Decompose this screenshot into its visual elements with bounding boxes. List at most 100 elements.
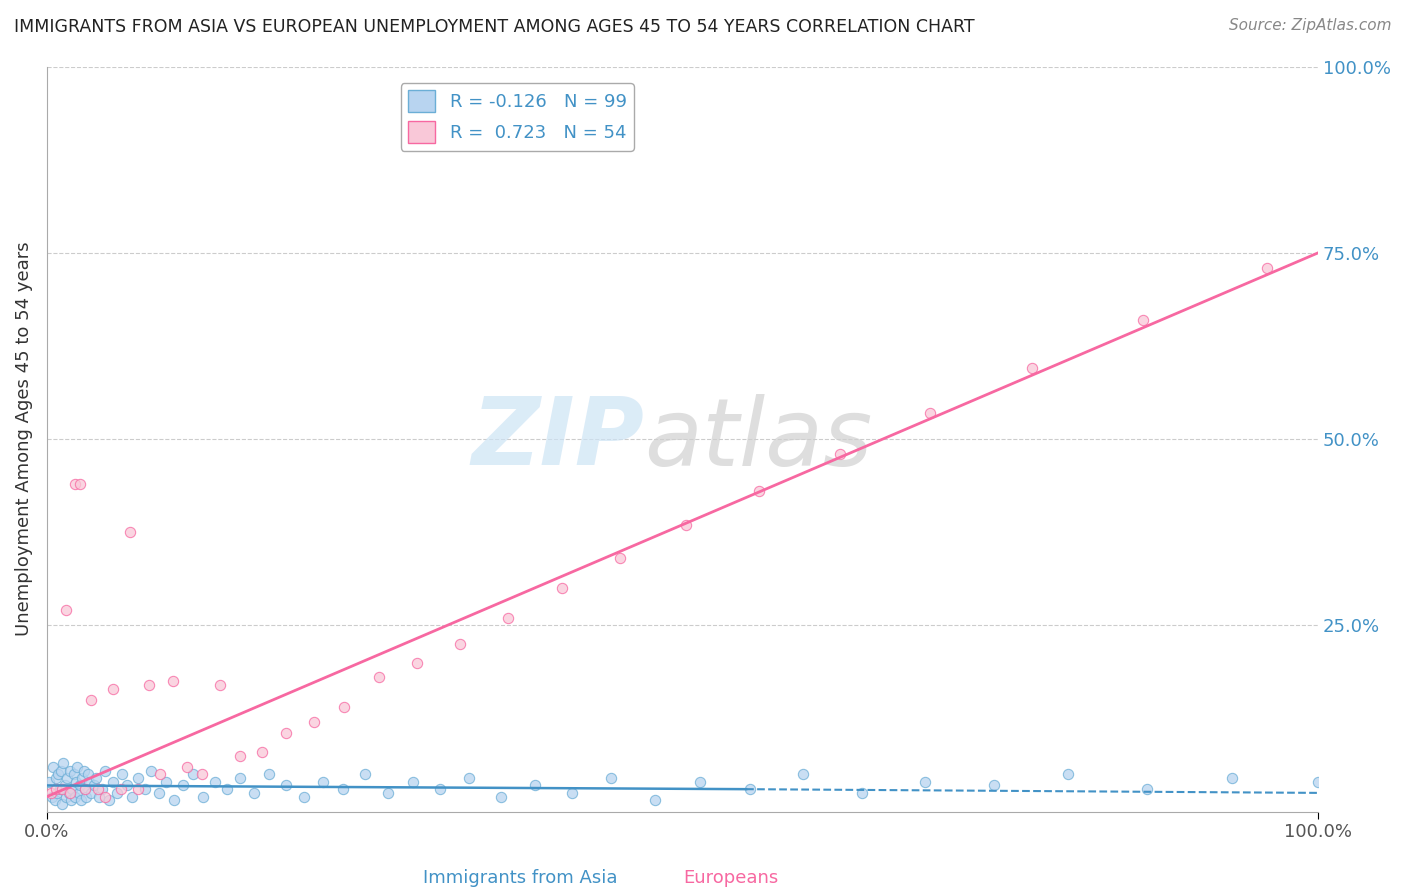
Point [1256, 260, 1278, 275]
Point [675, 517, 697, 532]
Point [738, 782, 761, 797]
Point [70, 793, 93, 807]
Point [86, 771, 108, 785]
Point [60, 793, 83, 807]
Point [63, 476, 86, 491]
Point [101, 774, 124, 789]
Point [312, 774, 335, 789]
Point [55, 789, 77, 804]
Point [429, 782, 451, 797]
Point [59, 764, 82, 778]
Point [489, 789, 512, 804]
Point [110, 782, 132, 797]
Point [377, 786, 399, 800]
Point [115, 779, 138, 793]
Point [134, 782, 156, 797]
Point [274, 726, 297, 740]
Point [1220, 771, 1243, 785]
Point [204, 774, 226, 789]
Point [76, 767, 98, 781]
Point [46, 767, 69, 781]
Legend: R = -0.126   N = 99, R =  0.723   N = 54: R = -0.126 N = 99, R = 0.723 N = 54 [401, 83, 634, 151]
Point [149, 767, 172, 781]
Point [48, 782, 70, 797]
Point [111, 767, 134, 781]
Point [302, 715, 325, 730]
Point [138, 678, 160, 692]
Point [121, 789, 143, 804]
Point [193, 789, 215, 804]
Point [66, 760, 89, 774]
Point [524, 779, 547, 793]
Point [118, 525, 141, 540]
Point [1056, 767, 1078, 781]
Point [94, 789, 117, 804]
Point [75, 789, 97, 804]
Point [45, 771, 67, 785]
Point [217, 782, 239, 797]
Point [49, 764, 72, 778]
Point [127, 782, 149, 797]
Point [73, 764, 96, 778]
Point [405, 656, 427, 670]
Point [62, 767, 84, 781]
Point [155, 774, 177, 789]
Point [38, 774, 60, 789]
Point [80, 786, 103, 800]
Point [56, 771, 79, 785]
Point [58, 786, 80, 800]
Text: Europeans: Europeans [683, 869, 779, 887]
Point [52, 756, 75, 770]
Point [53, 779, 76, 793]
Point [45, 782, 67, 797]
Text: IMMIGRANTS FROM ASIA VS EUROPEAN UNEMPLOYMENT AMONG AGES 45 TO 54 YEARS CORRELAT: IMMIGRANTS FROM ASIA VS EUROPEAN UNEMPLO… [14, 18, 974, 36]
Point [59, 786, 82, 800]
Point [127, 771, 149, 785]
Point [353, 767, 375, 781]
Point [39, 786, 62, 800]
Point [561, 786, 583, 800]
Point [983, 779, 1005, 793]
Point [69, 779, 91, 793]
Text: ZIP: ZIP [471, 393, 644, 485]
Point [920, 406, 942, 420]
Point [259, 767, 281, 781]
Point [1132, 313, 1154, 327]
Point [914, 774, 936, 789]
Point [191, 767, 214, 781]
Point [73, 782, 96, 797]
Point [830, 447, 852, 461]
Point [105, 786, 128, 800]
Y-axis label: Unemployment Among Ages 45 to 54 years: Unemployment Among Ages 45 to 54 years [15, 242, 32, 636]
Point [72, 771, 94, 785]
Point [748, 484, 770, 499]
Point [402, 774, 425, 789]
Point [51, 797, 73, 811]
Point [229, 748, 252, 763]
Point [332, 782, 354, 797]
Text: atlas: atlas [644, 393, 873, 484]
Point [1135, 782, 1157, 797]
Point [333, 700, 356, 714]
Point [139, 764, 162, 778]
Point [181, 767, 204, 781]
Point [1308, 774, 1330, 789]
Point [367, 670, 389, 684]
Point [101, 681, 124, 696]
Point [208, 678, 231, 692]
Point [292, 789, 315, 804]
Point [44, 793, 66, 807]
Point [600, 771, 623, 785]
Text: Immigrants from Asia: Immigrants from Asia [423, 869, 617, 887]
Point [63, 789, 86, 804]
Point [87, 789, 110, 804]
Point [172, 779, 194, 793]
Point [67, 786, 90, 800]
Point [148, 786, 170, 800]
Point [792, 767, 814, 781]
Point [609, 551, 631, 566]
Point [51, 782, 73, 797]
Point [73, 782, 96, 797]
Point [449, 637, 471, 651]
Point [80, 693, 103, 707]
